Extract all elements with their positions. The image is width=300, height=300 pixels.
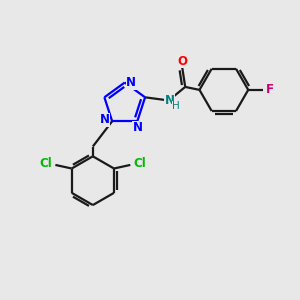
Text: N: N	[100, 113, 110, 126]
Text: H: H	[172, 101, 180, 111]
Text: Cl: Cl	[134, 157, 146, 170]
Text: O: O	[178, 55, 188, 68]
Text: N: N	[165, 94, 175, 107]
Text: F: F	[266, 83, 274, 96]
Text: N: N	[126, 76, 136, 89]
Text: Cl: Cl	[40, 157, 52, 170]
Text: N: N	[133, 121, 143, 134]
